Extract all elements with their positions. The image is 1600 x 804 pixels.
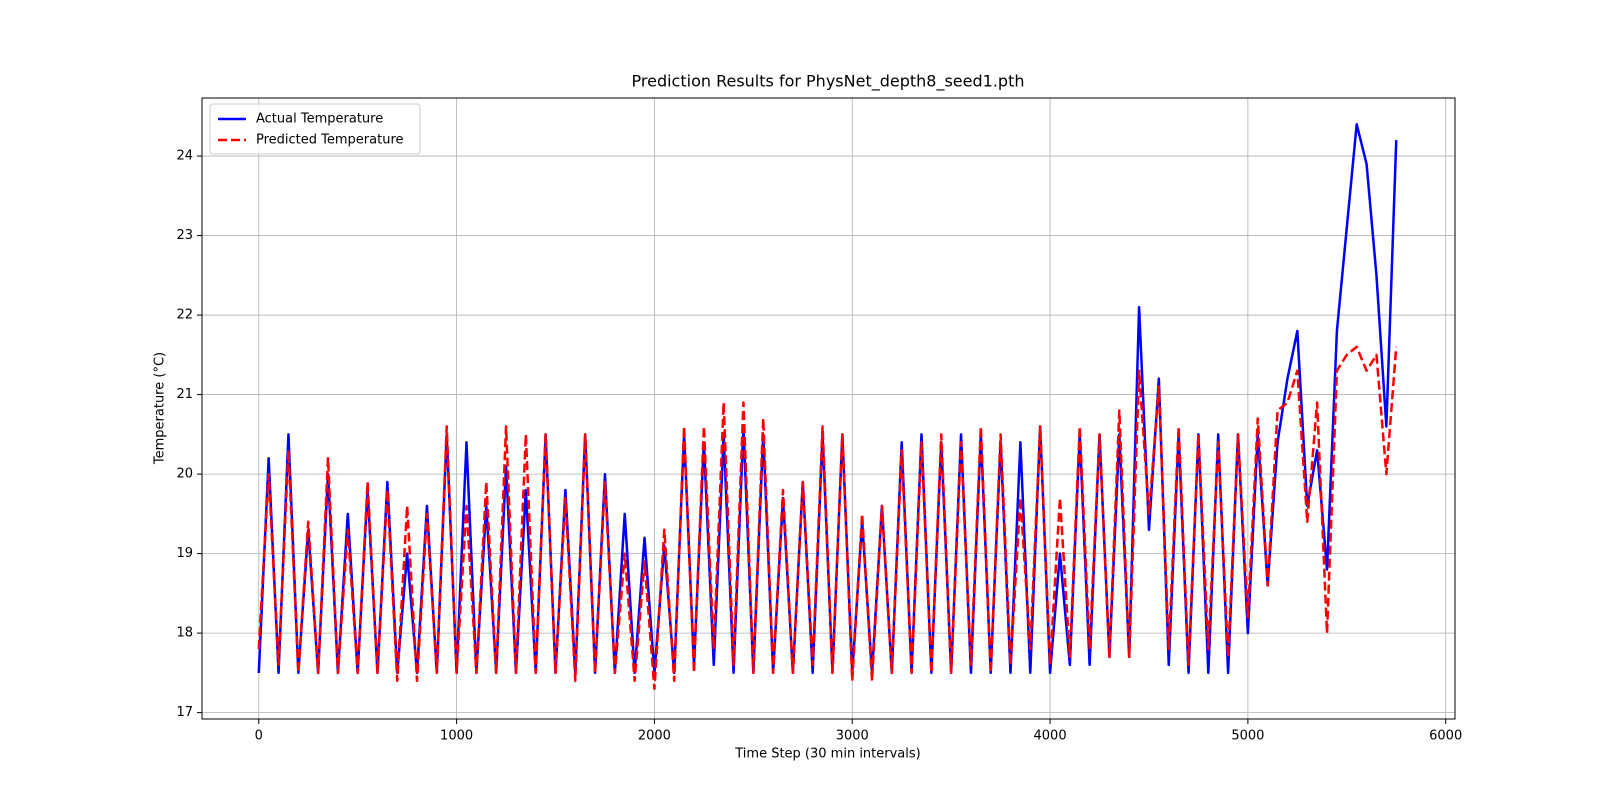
x-tick-label: 4000 [1034, 729, 1067, 744]
y-tick-label: 22 [176, 308, 193, 323]
x-tick-label: 3000 [836, 729, 869, 744]
y-axis-label: Temperature (°C) [153, 352, 168, 465]
series-line [257, 345, 1398, 691]
series-line [257, 122, 1398, 675]
y-tick-label: 20 [176, 467, 193, 482]
x-tick-label: 1000 [440, 729, 473, 744]
x-axis-label: Time Step (30 min intervals) [734, 747, 920, 762]
y-tick-label: 19 [176, 546, 193, 561]
x-tick-label: 6000 [1429, 729, 1462, 744]
chart-title: Prediction Results for PhysNet_depth8_se… [632, 72, 1025, 92]
y-tick-label: 23 [176, 228, 193, 243]
x-tick-label: 2000 [638, 729, 671, 744]
y-tick-label: 18 [176, 626, 193, 641]
x-tick-label: 0 [255, 729, 263, 744]
x-tick-label: 5000 [1231, 729, 1264, 744]
y-tick-label: 24 [176, 149, 193, 164]
legend-box [209, 103, 421, 155]
y-tick-label: 17 [176, 705, 193, 720]
y-tick-label: 21 [176, 387, 193, 402]
legend-label: Predicted Temperature [256, 133, 404, 148]
plot-frame [201, 97, 1456, 720]
legend-label: Actual Temperature [256, 112, 383, 127]
